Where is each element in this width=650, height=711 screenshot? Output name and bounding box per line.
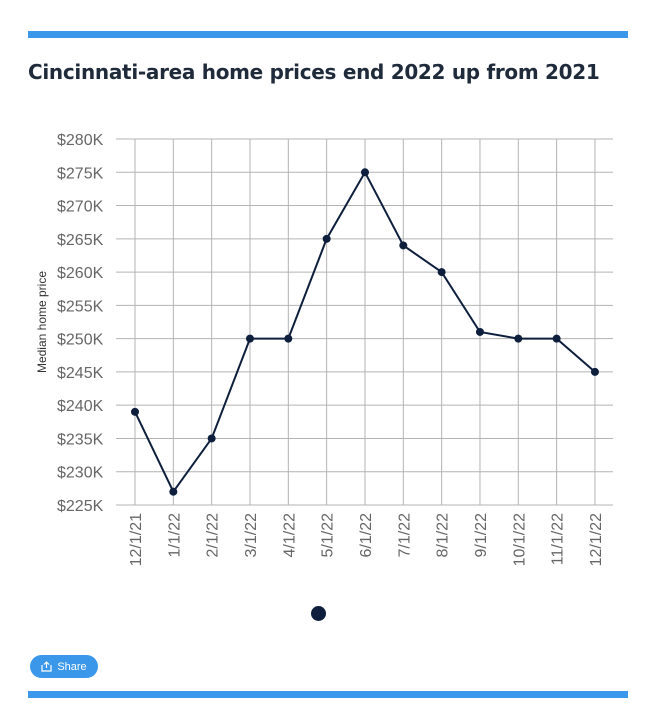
data-point[interactable] — [131, 407, 139, 416]
data-point[interactable] — [437, 268, 446, 277]
y-tick-label: $230K — [57, 465, 104, 482]
data-point[interactable] — [552, 334, 561, 343]
data-point[interactable] — [514, 334, 523, 343]
share-button[interactable]: Share — [30, 655, 98, 678]
grid-lines — [116, 138, 613, 506]
y-tick-label: $260K — [57, 265, 104, 282]
x-tick-label: 2/1/22 — [205, 513, 222, 558]
data-point[interactable] — [475, 327, 484, 336]
x-tick-label: 12/1/21 — [128, 513, 145, 566]
legend-series-marker[interactable] — [311, 606, 326, 621]
y-tick-labels: $280K $275K $270K $265K $260K $255K $250K $245K… — [57, 132, 104, 515]
data-point[interactable] — [245, 334, 254, 343]
y-tick-label: $240K — [57, 398, 104, 415]
y-tick-label: $235K — [57, 431, 104, 448]
data-point[interactable] — [590, 367, 599, 376]
y-tick-label: $275K — [57, 165, 104, 182]
share-icon — [41, 661, 52, 672]
y-tick-label: $255K — [57, 298, 104, 315]
data-point[interactable] — [399, 241, 408, 250]
x-tick-label: 1/1/22 — [166, 513, 183, 558]
y-tick-label: $280K — [57, 132, 104, 149]
x-tick-label: 5/1/22 — [320, 513, 337, 558]
x-tick-label: 4/1/22 — [281, 513, 298, 558]
x-tick-labels: 12/1/21 1/1/22 2/1/22 3/1/22 4/1/22 5/1/22 6/1… — [128, 513, 605, 566]
x-tick-label: 7/1/22 — [396, 513, 413, 558]
x-tick-label: 6/1/22 — [358, 513, 375, 558]
y-tick-label: $245K — [57, 365, 104, 382]
y-tick-label: $225K — [57, 498, 104, 515]
x-tick-label: 9/1/22 — [473, 513, 490, 558]
x-tick-label: 10/1/22 — [511, 513, 528, 566]
data-point[interactable] — [322, 234, 331, 243]
share-label: Share — [57, 660, 87, 673]
top-accent-bar — [28, 31, 628, 38]
data-point[interactable] — [284, 334, 293, 343]
chart-title: Cincinnati-area home prices end 2022 up … — [28, 60, 600, 84]
y-tick-label: $250K — [57, 332, 104, 349]
data-point[interactable] — [360, 168, 369, 177]
x-tick-label: 11/1/22 — [550, 513, 567, 565]
bottom-accent-bar — [28, 691, 628, 698]
data-point[interactable] — [169, 487, 178, 496]
series-group — [131, 168, 599, 496]
y-axis-label: Median home price — [35, 271, 49, 373]
y-tick-label: $265K — [57, 232, 104, 249]
x-tick-label: 8/1/22 — [435, 513, 452, 558]
x-tick-label: 12/1/22 — [588, 513, 605, 566]
x-tick-label: 3/1/22 — [243, 513, 260, 558]
y-tick-label: $270K — [57, 199, 104, 216]
data-point[interactable] — [207, 434, 216, 443]
